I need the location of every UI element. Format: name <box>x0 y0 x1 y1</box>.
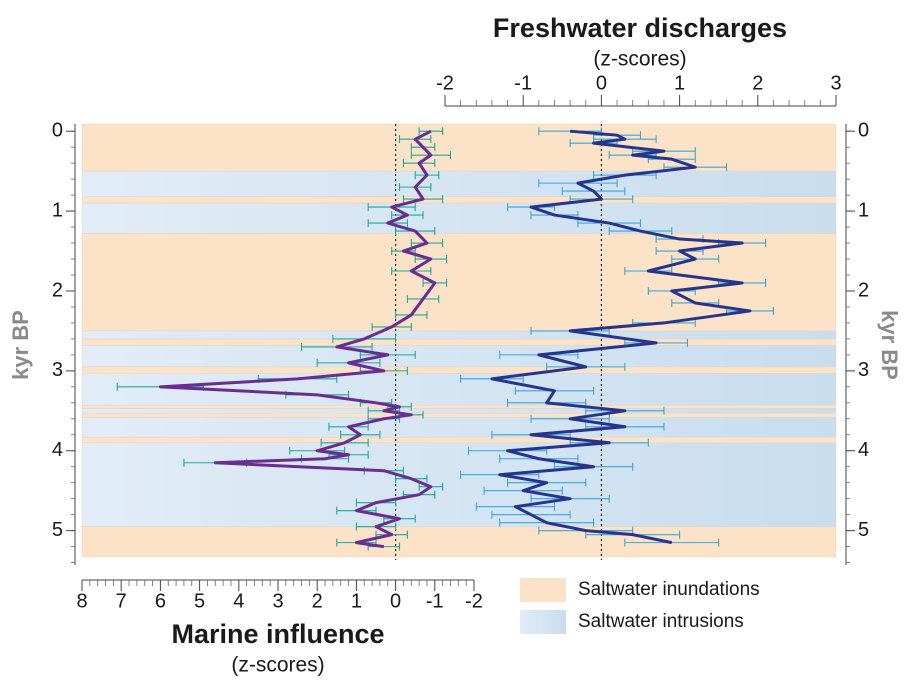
y-tick-label: 1 <box>858 199 869 221</box>
x-tick-label: -2 <box>436 72 454 94</box>
x-tick-label: 3 <box>830 72 841 94</box>
x-tick-label: -1 <box>426 590 444 612</box>
x-tick-label: -2 <box>465 590 483 612</box>
band <box>81 412 837 418</box>
band <box>81 436 837 444</box>
x-tick-label: 0 <box>390 590 401 612</box>
y-tick-label: 4 <box>858 439 869 461</box>
band <box>81 123 837 172</box>
y-tick-label: 2 <box>858 279 869 301</box>
series-line <box>490 129 752 545</box>
y-tick-label: 3 <box>52 359 63 381</box>
top-axis-subtitle: (z-scores) <box>593 48 686 71</box>
y-tick-label: 0 <box>858 119 869 141</box>
band <box>81 345 837 368</box>
y-axis-label-left: kyr BP <box>8 310 33 380</box>
y-tick-label: 3 <box>858 359 869 381</box>
x-tick-label: 7 <box>116 590 127 612</box>
x-tick-label: 4 <box>233 590 244 612</box>
legend-label: Saltwater intrusions <box>578 611 744 632</box>
y-tick-label: 2 <box>52 279 63 301</box>
band <box>81 196 837 204</box>
band <box>81 233 837 332</box>
legend-swatch <box>520 610 566 634</box>
bottom-axis-subtitle: (z-scores) <box>231 654 324 677</box>
x-tick-label: 8 <box>76 590 87 612</box>
y-tick-label: 1 <box>52 199 63 221</box>
x-tick-label: 1 <box>351 590 362 612</box>
x-tick-label: 2 <box>752 72 763 94</box>
band <box>81 170 837 197</box>
band <box>81 404 837 409</box>
band <box>81 408 837 414</box>
band <box>81 366 837 374</box>
y-tick-label: 4 <box>52 439 63 461</box>
error-bar <box>418 127 444 136</box>
y-axis-label-right: kyr BP <box>877 310 902 380</box>
band <box>81 330 837 340</box>
y-tick-label: 5 <box>858 519 869 541</box>
x-tick-label: 3 <box>272 590 283 612</box>
band <box>81 526 837 558</box>
band <box>81 416 837 438</box>
y-tick-label: 0 <box>52 119 63 141</box>
x-tick-label: 2 <box>312 590 323 612</box>
series-line <box>158 129 437 549</box>
legend-label: Saltwater inundations <box>578 579 760 600</box>
top-axis-title: Freshwater discharges <box>493 13 787 43</box>
x-tick-label: 6 <box>155 590 166 612</box>
x-tick-label: 1 <box>674 72 685 94</box>
band <box>81 442 837 527</box>
y-tick-label: 5 <box>52 519 63 541</box>
legend-swatch <box>520 578 566 602</box>
x-tick-label: 0 <box>596 72 607 94</box>
band <box>81 202 837 234</box>
x-tick-label: -1 <box>514 72 532 94</box>
band <box>81 338 837 346</box>
x-tick-label: 5 <box>194 590 205 612</box>
bottom-axis-title: Marine influence <box>171 619 384 649</box>
